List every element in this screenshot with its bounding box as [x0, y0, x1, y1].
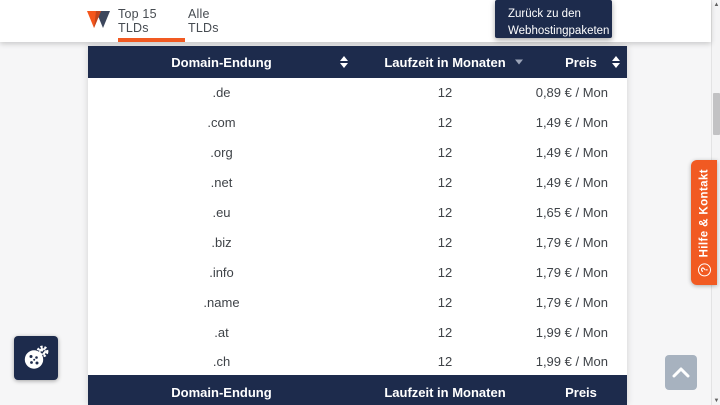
column-header-preis[interactable]: Preis: [535, 46, 627, 78]
preis-cell: 1,79 € / Mon: [535, 234, 608, 250]
column-label: Laufzeit in Monaten: [384, 384, 506, 400]
table-row: .name 12 1,79 € / Mon: [88, 287, 627, 317]
table-row: .com 12 1,49 € / Mon: [88, 108, 627, 138]
tld-cell: .org: [210, 145, 233, 161]
preis-cell: 1,99 € / Mon: [535, 354, 608, 370]
scrollbar-thumb[interactable]: [713, 93, 720, 135]
back-to-webhosting-button[interactable]: Zurück zu den Webhostingpaketen: [495, 0, 612, 38]
question-circle-icon: ?: [697, 263, 711, 277]
column-label: Domain-Endung: [171, 384, 272, 400]
laufzeit-cell: 12: [437, 234, 453, 250]
tab-label: Top 15 TLDs: [118, 7, 157, 35]
table-row: .net 12 1,49 € / Mon: [88, 168, 627, 198]
scroll-to-top-button[interactable]: [665, 355, 697, 390]
preis-cell: 1,99 € / Mon: [535, 324, 608, 340]
tld-cell: .name: [203, 294, 240, 310]
laufzeit-cell: 12: [437, 115, 453, 131]
tab-label: Alle TLDs: [188, 7, 219, 35]
back-button-line2: Webhostingpaketen: [508, 24, 610, 37]
laufzeit-cell: 12: [437, 294, 453, 310]
table-footer-header-row: Domain-Endung Laufzeit in Monaten Preis: [88, 375, 627, 405]
table-row: .at 12 1,99 € / Mon: [88, 317, 627, 347]
tld-pricing-table: Domain-Endung Laufzeit in Monaten Preis …: [88, 46, 627, 405]
preis-cell: 1,65 € / Mon: [535, 205, 608, 220]
chevron-up-icon: [672, 367, 690, 378]
laufzeit-cell: 12: [437, 145, 453, 161]
preis-cell: 1,79 € / Mon: [535, 264, 608, 280]
cookie-settings-button[interactable]: [14, 336, 58, 380]
preis-cell: 1,49 € / Mon: [535, 175, 608, 191]
scrollbar-up-arrow-icon[interactable]: ▲: [713, 1, 720, 8]
table-row: .info 12 1,79 € / Mon: [88, 257, 627, 287]
preis-cell: 1,49 € / Mon: [535, 145, 608, 161]
laufzeit-cell: 12: [437, 85, 453, 101]
laufzeit-cell: 12: [437, 175, 453, 191]
table-row: .ch 12 1,99 € / Mon: [88, 347, 627, 377]
sort-down-icon[interactable]: [515, 59, 523, 65]
help-kontakt-vertical-text: ? Hilfe & Kontakt: [697, 168, 711, 277]
preis-cell: 0,89 € / Mon: [535, 85, 608, 101]
tld-cell: .info: [209, 264, 234, 280]
tld-cell: .at: [214, 324, 229, 340]
laufzeit-cell: 12: [437, 264, 453, 280]
preis-cell: 1,79 € / Mon: [535, 294, 608, 310]
sort-both-icon[interactable]: [340, 56, 348, 68]
tab-alle-tlds[interactable]: Alle TLDs: [188, 0, 240, 42]
column-label: Preis: [565, 384, 597, 400]
help-kontakt-tab[interactable]: ? Hilfe & Kontakt: [691, 160, 717, 285]
footer-column-preis: Preis: [535, 375, 627, 405]
back-button-line1: Zurück zu den: [508, 8, 581, 20]
tld-cell: .de: [212, 85, 231, 101]
tld-cell: .biz: [211, 234, 232, 250]
tld-cell: .com: [207, 115, 236, 131]
tab-top-15-tlds[interactable]: Top 15 TLDs: [118, 0, 185, 42]
laufzeit-cell: 12: [437, 324, 453, 340]
table-row: .eu 12 1,65 € / Mon: [88, 198, 627, 228]
tld-cell: .eu: [212, 205, 231, 220]
help-kontakt-label: Hilfe & Kontakt: [698, 168, 710, 258]
tld-cell: .net: [210, 175, 233, 191]
table-row: .biz 12 1,79 € / Mon: [88, 227, 627, 257]
preis-cell: 1,49 € / Mon: [535, 115, 608, 131]
column-header-laufzeit[interactable]: Laufzeit in Monaten: [355, 46, 535, 78]
laufzeit-cell: 12: [437, 354, 453, 370]
footer-column-domain-endung: Domain-Endung: [88, 375, 355, 405]
table-row: .org 12 1,49 € / Mon: [88, 138, 627, 168]
brand-w-logo-icon[interactable]: [86, 11, 112, 31]
column-header-domain-endung[interactable]: Domain-Endung: [88, 46, 355, 78]
column-label: Preis: [565, 54, 597, 70]
table-row: .de 12 0,89 € / Mon: [88, 78, 627, 108]
topbar: Top 15 TLDs Alle TLDs Zurück zu den Webh…: [0, 0, 711, 42]
table-body: .de 12 0,89 € / Mon .com 12 1,49 € / Mon…: [88, 78, 627, 377]
table-header-row: Domain-Endung Laufzeit in Monaten Preis: [88, 46, 627, 78]
column-label: Laufzeit in Monaten: [384, 54, 506, 70]
sort-both-icon[interactable]: [612, 56, 620, 68]
column-label: Domain-Endung: [171, 54, 272, 70]
laufzeit-cell: 12: [437, 205, 453, 220]
tld-cell: .ch: [212, 354, 231, 370]
scrollbar-down-arrow-icon[interactable]: ▼: [713, 397, 720, 404]
footer-column-laufzeit: Laufzeit in Monaten: [355, 375, 535, 405]
cookie-icon: [24, 345, 49, 369]
